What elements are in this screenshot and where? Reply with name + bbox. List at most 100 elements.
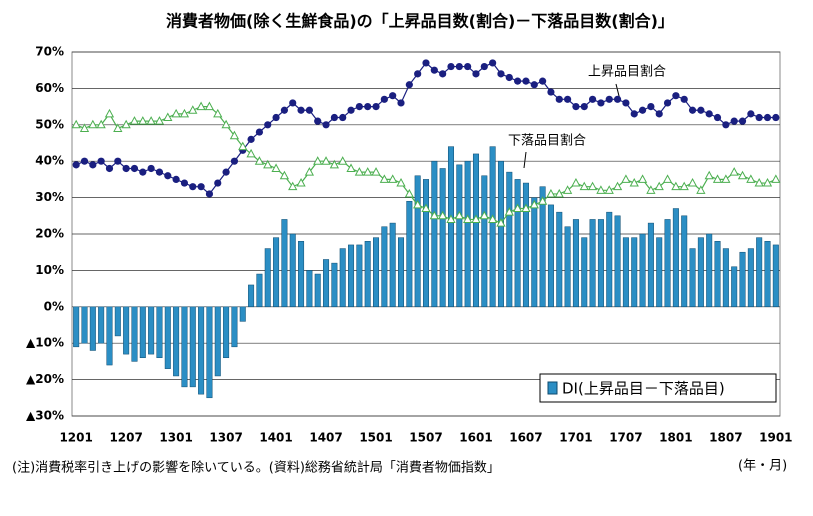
point	[404, 188, 414, 198]
x-tick-label: 1801	[659, 431, 692, 445]
point	[139, 168, 147, 176]
bar	[314, 273, 321, 308]
point	[304, 167, 315, 176]
bar	[123, 306, 130, 355]
point	[397, 99, 405, 107]
point	[147, 164, 155, 173]
bar	[589, 219, 596, 308]
point	[514, 77, 522, 85]
bar	[447, 146, 454, 308]
bar	[181, 306, 188, 388]
point	[480, 62, 488, 71]
x-tick-label: 1507	[409, 431, 442, 445]
point	[688, 106, 697, 114]
point	[679, 181, 689, 191]
bar	[81, 306, 88, 344]
x-tick-label: 1807	[709, 431, 742, 445]
bar	[431, 160, 438, 308]
point	[663, 99, 672, 107]
bar	[281, 219, 288, 308]
bar	[414, 175, 421, 308]
point	[722, 121, 730, 129]
point	[763, 113, 772, 122]
point	[155, 168, 164, 176]
bar	[273, 237, 280, 308]
point	[687, 177, 698, 187]
point	[755, 113, 763, 122]
point	[247, 135, 255, 143]
bar	[189, 306, 196, 388]
bar	[697, 237, 704, 308]
bar	[331, 262, 338, 308]
y-tick-label: ▲20%	[26, 372, 64, 386]
point	[180, 179, 189, 187]
y-tick-label: 10%	[35, 263, 64, 277]
point	[496, 218, 506, 227]
point	[229, 130, 240, 140]
bar	[756, 237, 763, 308]
bar	[581, 237, 588, 308]
point	[213, 108, 223, 118]
point	[472, 70, 480, 78]
point	[122, 164, 130, 173]
bar	[764, 241, 771, 308]
point	[454, 210, 464, 220]
x-tick-label: 1301	[159, 431, 192, 445]
point	[205, 190, 214, 198]
x-tick-label: 1201	[59, 431, 92, 445]
legend-label: DI(上昇品目－下落品目)	[562, 380, 725, 398]
point	[279, 170, 290, 180]
point	[80, 157, 89, 165]
point	[438, 210, 448, 220]
point	[562, 185, 573, 194]
point	[197, 183, 205, 191]
leader	[523, 151, 527, 169]
x-tick-label: 1607	[509, 431, 542, 445]
point	[580, 103, 588, 111]
point	[280, 106, 288, 114]
line-label: 下落品目割合	[508, 133, 586, 149]
point	[463, 214, 473, 223]
bar	[239, 306, 246, 322]
point	[297, 106, 305, 114]
point	[487, 214, 498, 223]
bar	[356, 244, 363, 308]
point	[738, 117, 747, 125]
point	[371, 167, 381, 176]
point	[414, 70, 422, 78]
point	[479, 210, 489, 220]
bar	[506, 171, 513, 308]
y-tick-label: ▲30%	[26, 409, 64, 423]
x-tick-label: 1707	[609, 431, 642, 445]
point	[455, 62, 463, 71]
line-label: 上昇品目割合	[588, 64, 666, 80]
point	[313, 156, 323, 165]
point	[129, 116, 140, 125]
x-tick-label: 1601	[459, 431, 492, 445]
bar	[89, 306, 96, 351]
bar	[248, 284, 255, 308]
point	[254, 156, 265, 165]
point	[555, 95, 563, 103]
point	[638, 106, 647, 114]
x-tick-label: 1501	[359, 431, 392, 445]
bar	[423, 179, 429, 308]
point	[696, 185, 706, 194]
bar	[373, 237, 380, 308]
bar	[223, 306, 230, 359]
point	[222, 168, 230, 176]
point	[96, 119, 106, 129]
point	[604, 185, 614, 194]
point	[505, 73, 513, 82]
point	[405, 81, 413, 89]
point	[721, 174, 731, 183]
bar	[231, 306, 238, 348]
bar	[514, 179, 521, 308]
bar	[398, 237, 405, 308]
point	[114, 157, 122, 165]
bar	[564, 226, 571, 308]
point	[321, 156, 331, 165]
bar	[206, 306, 213, 399]
bar	[497, 160, 504, 308]
point	[680, 95, 688, 103]
